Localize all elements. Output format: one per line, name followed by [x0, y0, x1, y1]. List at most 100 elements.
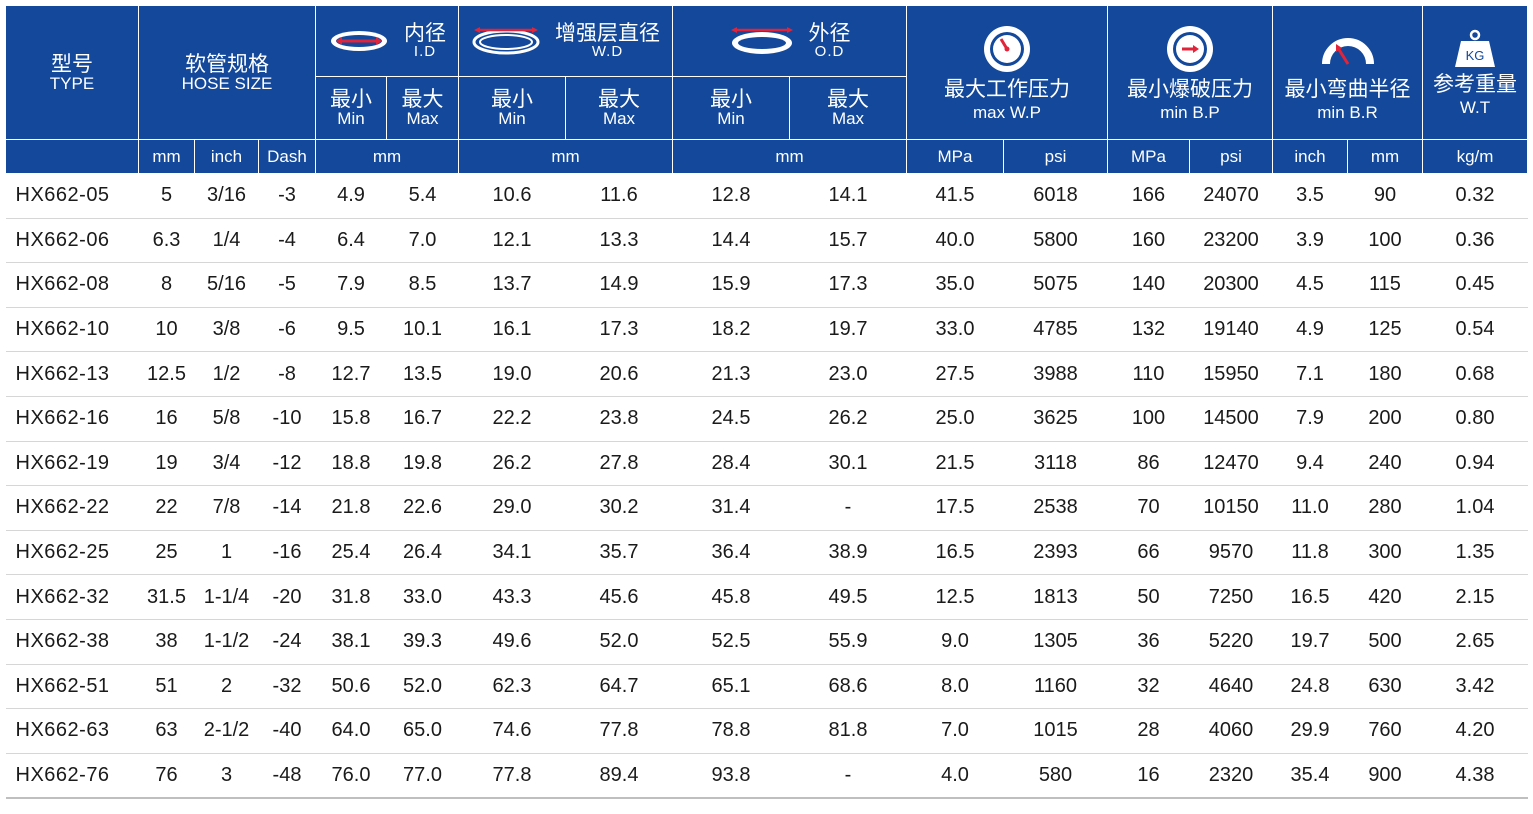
value-cell: 11.8 [1272, 530, 1348, 576]
value-cell: 77.8 [565, 708, 673, 754]
size-mm-unit: mm [138, 139, 195, 174]
value-cell: 6.4 [315, 218, 387, 264]
value-cell: 5220 [1189, 619, 1273, 665]
value-cell: 14.9 [565, 262, 673, 308]
value-cell: 12.5 [138, 351, 195, 397]
value-cell: 16.7 [386, 396, 459, 442]
value-cell: 65.0 [386, 708, 459, 754]
value-cell: 760 [1347, 708, 1423, 754]
value-cell: 29.9 [1272, 708, 1348, 754]
value-cell: 62.3 [458, 664, 566, 710]
table-row: HX662-76 76 3 -48 76.0 77.0 77.8 89.4 93.8-4.0 58… [5, 753, 1528, 800]
value-cell: 580 [1003, 753, 1108, 800]
value-cell: 280 [1347, 485, 1423, 531]
value-cell: 31.4 [672, 485, 790, 531]
value-cell: 0.45 [1422, 262, 1528, 308]
value-cell: 18.8 [315, 441, 387, 487]
value-cell: 76 [138, 753, 195, 800]
table-row: HX662-16 16 5/8 -10 15.8 16.7 22.2 23.8 24.5 26.2… [5, 396, 1528, 442]
value-cell: 16 [138, 396, 195, 442]
outer-diameter-header: 外径 O.D [672, 5, 907, 77]
burst-gauge-icon [1165, 24, 1215, 74]
value-cell: 166 [1107, 173, 1190, 219]
reinforcement-diameter-header: 增强层直径 W.D [458, 5, 673, 77]
value-cell: 1/4 [194, 218, 259, 264]
min-burst-pressure-header: 最小爆破压力 min B.P [1107, 5, 1273, 140]
value-cell: 9.0 [906, 619, 1004, 665]
value-cell: 21.5 [906, 441, 1004, 487]
table-row: HX662-32 31.5 1-1/4 -20 31.8 33.0 43.3 45.6 45.8… [5, 574, 1528, 620]
model-cell: HX662-13 [5, 351, 139, 397]
table-row: HX662-63 63 2-1/2 -40 64.0 65.0 74.6 77.8 78.8 81… [5, 708, 1528, 754]
value-cell: 23.8 [565, 396, 673, 442]
value-cell: 32 [1107, 664, 1190, 710]
table-row: HX662-51 51 2 -32 50.6 52.0 62.3 64.7 65.1 68.6 8.… [5, 664, 1528, 710]
type-unit-cell [5, 139, 139, 174]
value-cell: -6 [258, 307, 316, 353]
value-cell: 76.0 [315, 753, 387, 800]
table-row: HX662-06 6.3 1/4 -4 6.4 7.0 12.1 13.3 14.4 15.7 40… [5, 218, 1528, 264]
min-bend-radius-header: 最小弯曲半径 min B.R [1272, 5, 1423, 140]
value-cell: 5075 [1003, 262, 1108, 308]
value-cell: 26.2 [789, 396, 907, 442]
value-cell: -8 [258, 351, 316, 397]
value-cell: 24.5 [672, 396, 790, 442]
value-cell: 39.3 [386, 619, 459, 665]
value-cell: 100 [1347, 218, 1423, 264]
value-cell: 26.4 [386, 530, 459, 576]
table-row: HX662-05 5 3/16 -3 4.9 5.4 10.6 11.6 12.8 14.1 41.… [5, 173, 1528, 219]
value-cell: 19.8 [386, 441, 459, 487]
value-cell: 500 [1347, 619, 1423, 665]
value-cell: 22 [138, 485, 195, 531]
value-cell: -10 [258, 396, 316, 442]
table-row: HX662-25 25 1 -16 25.4 26.4 34.1 35.7 36.4 38.9 16… [5, 530, 1528, 576]
value-cell: 12.8 [672, 173, 790, 219]
value-cell: 25.0 [906, 396, 1004, 442]
value-cell: 1160 [1003, 664, 1108, 710]
value-cell: 2-1/2 [194, 708, 259, 754]
value-cell: 3/8 [194, 307, 259, 353]
value-cell: 17.3 [789, 262, 907, 308]
value-cell: 12.5 [906, 574, 1004, 620]
model-cell: HX662-22 [5, 485, 139, 531]
value-cell: 49.6 [458, 619, 566, 665]
value-cell: 9570 [1189, 530, 1273, 576]
value-cell: 43.3 [458, 574, 566, 620]
value-cell: 64.7 [565, 664, 673, 710]
value-cell: 630 [1347, 664, 1423, 710]
size-dash-unit: Dash [258, 139, 316, 174]
value-cell: 66 [1107, 530, 1190, 576]
value-cell: 38.1 [315, 619, 387, 665]
hose-spec-table: 型号 TYPE 软管规格 HOSE SIZE 内径 I.D [5, 5, 1528, 800]
model-cell: HX662-16 [5, 396, 139, 442]
value-cell: 10.1 [386, 307, 459, 353]
value-cell: 4.20 [1422, 708, 1528, 754]
value-cell: 40.0 [906, 218, 1004, 264]
model-cell: HX662-08 [5, 262, 139, 308]
value-cell: 3 [194, 753, 259, 800]
value-cell: -3 [258, 173, 316, 219]
value-cell: 19140 [1189, 307, 1273, 353]
model-cell: HX662-06 [5, 218, 139, 264]
value-cell: 4.5 [1272, 262, 1348, 308]
value-cell: 34.1 [458, 530, 566, 576]
value-cell: 3625 [1003, 396, 1108, 442]
value-cell: 115 [1347, 262, 1423, 308]
value-cell: 11.6 [565, 173, 673, 219]
value-cell: 7250 [1189, 574, 1273, 620]
value-cell: 12.7 [315, 351, 387, 397]
value-cell: 6018 [1003, 173, 1108, 219]
value-cell: 35.4 [1272, 753, 1348, 800]
wd-min-header: 最小 Min [458, 76, 566, 140]
table-row: HX662-13 12.5 1/2 -8 12.7 13.5 19.0 20.6 21.3 23.… [5, 351, 1528, 397]
model-cell: HX662-63 [5, 708, 139, 754]
model-cell: HX662-10 [5, 307, 139, 353]
br-mm-unit: mm [1347, 139, 1423, 174]
model-cell: HX662-38 [5, 619, 139, 665]
value-cell: 52.5 [672, 619, 790, 665]
value-cell: 13.7 [458, 262, 566, 308]
value-cell: 33.0 [906, 307, 1004, 353]
value-cell: 51 [138, 664, 195, 710]
value-cell: 19 [138, 441, 195, 487]
value-cell: 65.1 [672, 664, 790, 710]
